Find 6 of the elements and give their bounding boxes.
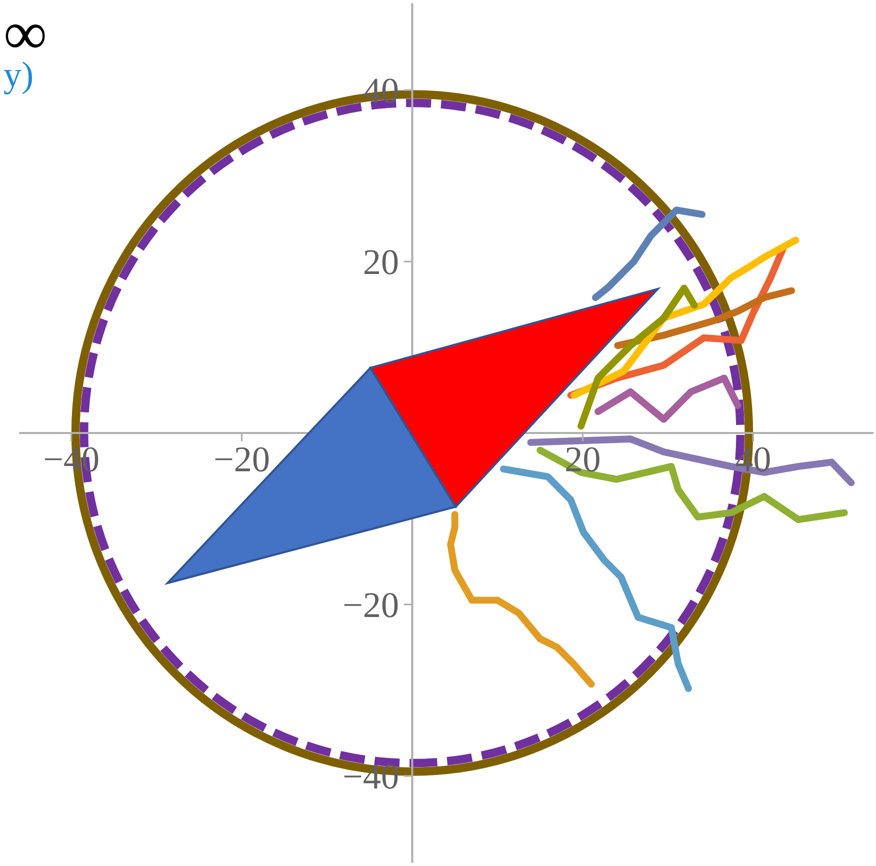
x-tick-label: 20 bbox=[566, 447, 600, 472]
annotation: y) bbox=[4, 62, 32, 94]
y-tick-label: −20 bbox=[344, 592, 398, 618]
annotation: ∞ bbox=[6, 24, 45, 48]
y-tick-label: 20 bbox=[364, 250, 398, 274]
x-tick-label: −20 bbox=[215, 447, 269, 472]
